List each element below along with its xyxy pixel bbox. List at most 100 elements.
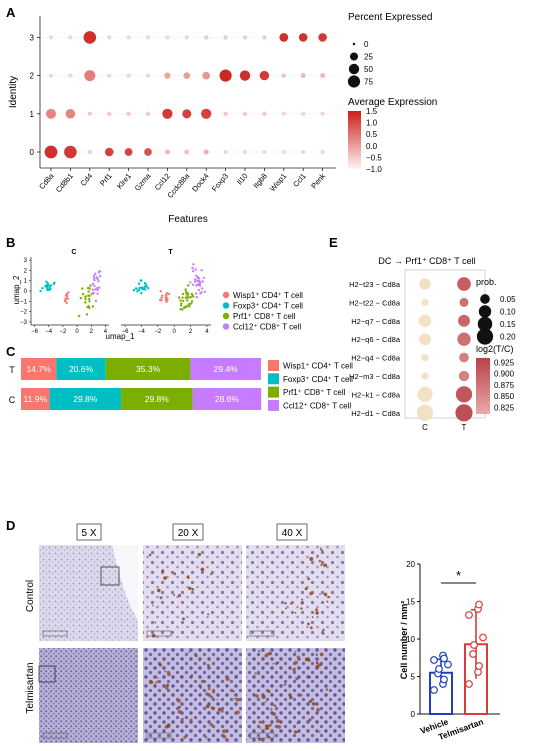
dab-stain-spot xyxy=(285,607,287,610)
a-dot xyxy=(202,71,211,80)
b-cell-point xyxy=(81,287,84,290)
b-cell-point xyxy=(188,302,191,306)
b-cell-point xyxy=(66,297,70,300)
d-y-tick-label: 5 xyxy=(411,673,416,682)
b-cell-point xyxy=(192,270,195,273)
a-pct-legend-dot xyxy=(347,75,361,88)
dab-stain-spot xyxy=(205,736,208,739)
b-y-tick-label: 3 xyxy=(24,258,28,264)
e-pair-label: H2−k1 − Cd8a xyxy=(352,390,401,399)
b-cell-point xyxy=(88,300,91,303)
dab-stain-spot xyxy=(165,686,169,690)
d-data-point xyxy=(465,611,473,619)
dab-stain-spot xyxy=(300,607,303,610)
dab-stain-spot xyxy=(154,681,157,684)
dab-stain-spot xyxy=(319,593,321,595)
dab-stain-spot xyxy=(320,652,324,657)
a-dot xyxy=(126,35,131,40)
dab-stain-spot xyxy=(207,613,210,616)
b-cell-point xyxy=(79,296,83,300)
b-cell-point xyxy=(65,301,68,305)
b-cell-point xyxy=(140,292,143,295)
b-cell-point xyxy=(159,290,162,293)
dab-stain-spot xyxy=(308,718,312,722)
b-x-tick-label: 4 xyxy=(205,329,209,335)
d-data-point xyxy=(479,633,487,642)
b-cell-point xyxy=(186,299,189,302)
a-dot xyxy=(262,111,267,116)
b-y-tick-label: 2 xyxy=(24,268,28,274)
b-cell-point xyxy=(96,292,99,295)
e-colorbar-label: 0.875 xyxy=(494,381,515,390)
e-x-label: T xyxy=(462,423,467,432)
e-pair-label: H2−q6 − Cd8a xyxy=(351,335,401,344)
d-y-tick-label: 10 xyxy=(406,635,415,644)
c-category-label: T xyxy=(9,365,15,375)
c-legend-label: Prf1⁺ CD8⁺ T cell xyxy=(283,388,346,397)
b-cell-point xyxy=(194,268,197,271)
b-cell-point xyxy=(164,298,168,302)
e-size-legend-label: 0.10 xyxy=(500,308,516,317)
dab-stain-spot xyxy=(301,598,304,601)
b-cell-point xyxy=(190,292,194,296)
row-label-control: Control xyxy=(25,580,36,612)
b-legend-swatch xyxy=(222,291,230,299)
a-colorbar-label: −1.0 xyxy=(366,165,382,174)
c-bar-segment xyxy=(21,388,50,410)
b-cell-point xyxy=(181,292,185,296)
row-label-telmisartan: Telmisartan xyxy=(25,662,36,713)
e-dot-c xyxy=(419,278,431,290)
a-colorbar-label: −0.5 xyxy=(366,153,382,162)
dab-stain-spot xyxy=(210,706,215,710)
e-colorbar-label: 0.900 xyxy=(494,370,515,379)
dab-stain-spot xyxy=(207,687,211,691)
b-y-tick-label: 0 xyxy=(24,289,28,295)
b-cell-point xyxy=(67,291,70,294)
b-cell-point xyxy=(180,302,183,305)
dab-stain-spot xyxy=(182,617,185,621)
b-cell-point xyxy=(53,281,56,284)
a-dot xyxy=(104,147,114,157)
b-cell-point xyxy=(141,286,144,289)
b-y-tick-label: 1 xyxy=(24,279,28,285)
micrograph-control-20x xyxy=(143,545,242,641)
b-cell-point xyxy=(93,278,96,282)
b-cell-point xyxy=(201,280,204,283)
b-cell-point xyxy=(91,305,95,308)
a-dot xyxy=(124,148,133,156)
b-cell-point xyxy=(189,281,192,284)
dab-stain-spot xyxy=(264,662,267,665)
dab-stain-spot xyxy=(274,704,277,707)
a-colorbar-label: 1.5 xyxy=(366,107,378,116)
e-colorbar-label: 0.850 xyxy=(494,392,515,401)
mag-label-40x: 40 X xyxy=(282,528,303,539)
micrograph-control-5x xyxy=(39,545,138,641)
a-dot xyxy=(164,149,170,155)
dab-stain-spot xyxy=(220,709,224,713)
dab-stain-spot xyxy=(296,722,299,725)
a-pct-legend-dot xyxy=(348,63,360,75)
e-size-legend-dot xyxy=(477,316,493,332)
dab-stain-spot xyxy=(233,697,236,700)
a-dot xyxy=(259,70,270,81)
dab-stain-spot xyxy=(154,621,157,624)
a-dot xyxy=(300,73,306,79)
dab-stain-spot xyxy=(167,672,171,677)
a-pct-legend-dot xyxy=(349,52,359,61)
panel-label-b: B xyxy=(6,235,15,250)
c-segment-label: 29.4% xyxy=(214,364,239,374)
a-pct-legend-label: 0 xyxy=(364,40,369,49)
dab-stain-spot xyxy=(199,686,202,689)
b-cell-point xyxy=(92,291,95,295)
b-cell-point xyxy=(39,289,42,293)
b-x-tick-label: −2 xyxy=(59,329,67,335)
b-x-tick-label: 4 xyxy=(104,329,108,335)
b-cell-point xyxy=(184,288,187,291)
a-dot xyxy=(46,108,56,119)
b-cell-point xyxy=(188,305,191,308)
dab-stain-spot xyxy=(173,594,176,596)
dab-stain-spot xyxy=(255,694,259,698)
b-cell-point xyxy=(48,288,51,292)
dab-stain-spot xyxy=(304,657,309,662)
b-x-tick-label: 2 xyxy=(90,329,94,335)
